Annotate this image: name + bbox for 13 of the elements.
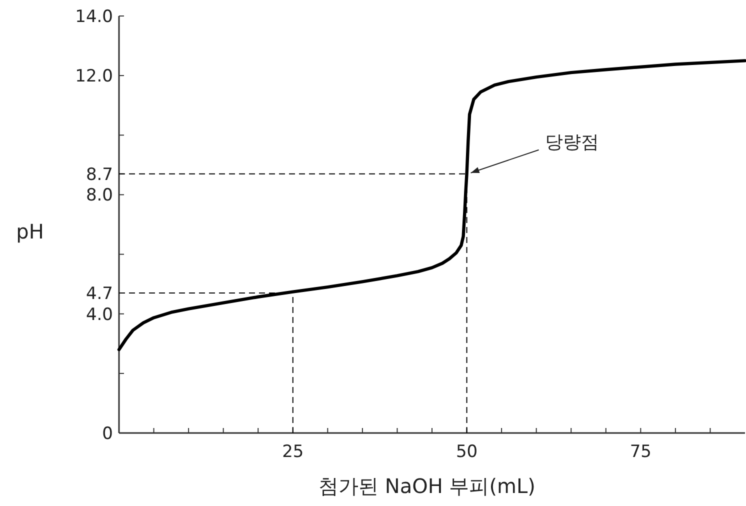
x-tick-label: 50: [456, 442, 478, 462]
annotation: 당량점: [544, 132, 599, 153]
y-tick-label: 8.0: [86, 186, 113, 206]
y-tick-label: 12.0: [75, 66, 113, 87]
x-tick-label: 75: [630, 442, 652, 462]
y-tick-label: 8.7: [86, 164, 113, 185]
x-tick-label: 25: [282, 442, 304, 462]
y-axis-title: pH: [16, 220, 44, 244]
x-axis-title: 첨가된 NaOH 부피(mL): [318, 474, 536, 498]
y-tick-label: 4.7: [86, 284, 113, 304]
y-tick-label: 14.0: [75, 7, 113, 27]
y-tick-label: 4.0: [86, 304, 113, 325]
y-tick-label: 0: [102, 424, 113, 444]
